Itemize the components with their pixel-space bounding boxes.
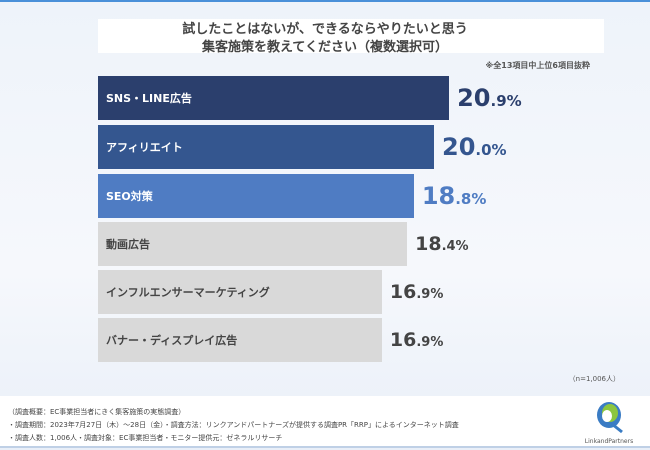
value-label: 16.9% (389, 329, 444, 351)
footer: （調査概要：EC事業担当者にきく集客施策の実態調査） ・調査期間：2023年7月… (0, 396, 650, 448)
category-label: アフィリエイト (106, 141, 183, 154)
category-label: SNS・LINE広告 (106, 92, 192, 105)
bar: SEO対策 (98, 174, 414, 218)
chart-title-line1: 試したことはないが、できるならやりたいと思う (182, 22, 468, 37)
top-accent-line (0, 0, 650, 2)
bar: インフルエンサーマーケティング (98, 270, 382, 314)
company-logo: LinkandPartners (584, 400, 634, 445)
value-label: 20.9% (457, 84, 522, 112)
value-label: 20.0% (442, 133, 507, 161)
category-label: インフルエンサーマーケティング (106, 286, 270, 299)
bar: バナー・ディスプレイ広告 (98, 318, 382, 362)
category-label: バナー・ディスプレイ広告 (106, 334, 238, 347)
bar: アフィリエイト (98, 125, 434, 169)
value-label: 16.9% (389, 281, 444, 303)
value-label: 18.8% (421, 182, 487, 210)
footer-line: （調査概要：EC事業担当者にきく集客施策の実態調査） (8, 408, 186, 416)
category-label: 動画広告 (106, 238, 150, 251)
sample-size: （n=1,006人） (568, 375, 620, 383)
footer-line: ・調査期間：2023年7月27日（木）～28日（金）・調査方法：リンクアンドパー… (8, 421, 459, 429)
category-label: SEO対策 (106, 190, 153, 203)
bar: SNS・LINE広告 (98, 76, 450, 120)
title-box (98, 19, 604, 53)
footer-line: ・調査人数：1,006人・調査対象：EC事業担当者・モニター提供元：ゼネラルリサ… (8, 434, 283, 442)
chart-title-line2: 集客施策を教えてください（複数選択可） (202, 40, 448, 55)
chart-note: ※全13項目中上位6項目抜粋 (485, 61, 590, 70)
logo-text: LinkandPartners (584, 438, 634, 445)
value-label: 18.4% (415, 233, 469, 255)
bar: 動画広告 (98, 222, 408, 266)
